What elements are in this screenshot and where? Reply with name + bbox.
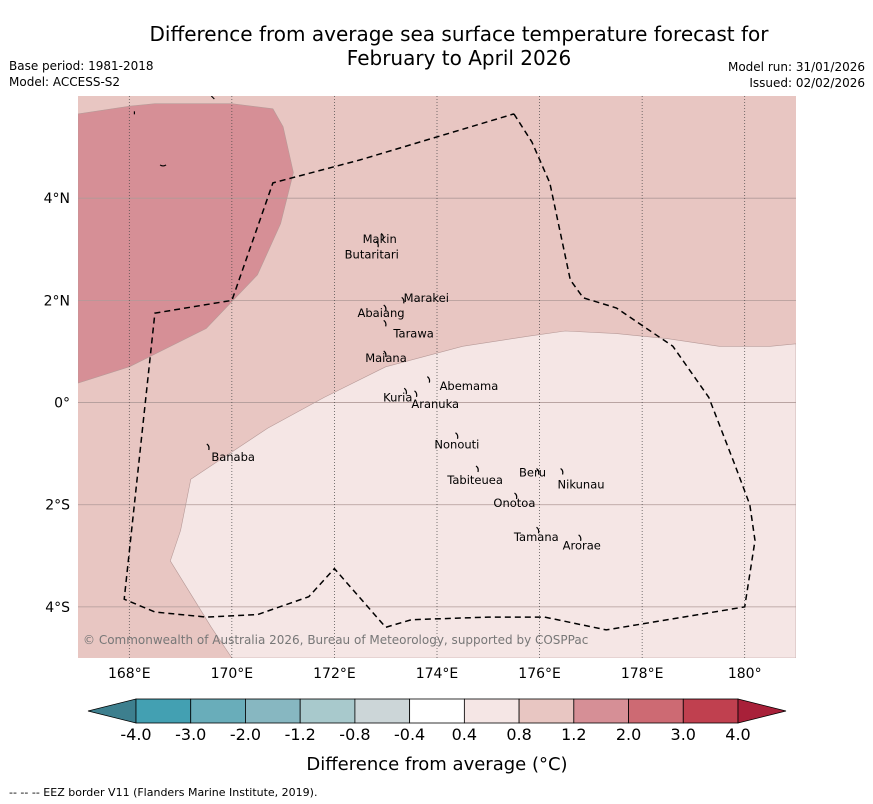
colorbar-bin — [628, 698, 684, 724]
colorbar-bin — [190, 698, 246, 724]
island-label: Abaiang — [358, 306, 405, 320]
island-label: Banaba — [211, 450, 255, 464]
lon-tick-label: 174°E — [416, 666, 459, 682]
island-shape — [536, 526, 540, 534]
colorbar-bin — [245, 698, 301, 724]
lat-tick-label: 2°N — [44, 293, 70, 309]
islet-shape — [210, 96, 215, 100]
island-label: Makin — [363, 232, 397, 246]
island-shape — [514, 492, 518, 500]
lat-tick-label: 4°S — [45, 600, 70, 616]
island-label: Kuria — [383, 390, 412, 404]
colorbar-tick-label: -2.0 — [230, 725, 261, 744]
island-shape — [206, 443, 210, 451]
island-shape — [383, 304, 387, 312]
island-shape — [560, 468, 564, 475]
lon-tick-label: 170°E — [211, 666, 254, 682]
island-label: Onotoa — [493, 496, 535, 510]
island-label: Marakei — [404, 291, 449, 305]
colorbar-bin — [573, 698, 629, 724]
lon-tick-label: 168°E — [108, 666, 151, 682]
base-period: Base period: 1981-2018 — [9, 59, 154, 73]
copyright-text: © Commonwealth of Australia 2026, Bureau… — [83, 633, 588, 647]
colorbar-tick-label: 0.4 — [452, 725, 477, 744]
colorbar-bin — [135, 698, 192, 724]
eez-footnote: -- -- -- EEZ border V11 (Flanders Marine… — [9, 786, 318, 799]
colorbar-tick-label: -0.8 — [339, 725, 370, 744]
colorbar-bin — [299, 698, 356, 724]
island-shape — [536, 468, 540, 475]
colorbar-tick-label: 1.2 — [561, 725, 586, 744]
island-label: Beru — [519, 466, 546, 480]
lon-tick-label: 172°E — [313, 666, 356, 682]
colorbar-tick-label: -3.0 — [175, 725, 206, 744]
lon-tick-label: 178°E — [621, 666, 664, 682]
colorbar-bin — [463, 698, 520, 724]
model-run: Model run: 31/01/2026 — [727, 60, 865, 74]
island-shape — [475, 465, 479, 473]
colorbar-tick-label: 3.0 — [671, 725, 696, 744]
colorbar-tick-label: 4.0 — [725, 725, 750, 744]
island-label: Nonouti — [434, 437, 479, 451]
island-shape — [455, 432, 459, 439]
colorbar-bin — [518, 698, 575, 724]
island-shape — [375, 240, 379, 248]
colorbar-tick-label: 0.8 — [506, 725, 531, 744]
meta-right: Model run: 31/01/2026 Issued: 02/02/2026 — [728, 59, 865, 91]
island-shape — [414, 390, 418, 398]
colorbar-bin — [682, 698, 739, 724]
island-shape — [426, 376, 431, 383]
lon-tick-label: 176°E — [518, 666, 561, 682]
lat-tick-label: 0° — [54, 396, 70, 412]
island-label: Tamana — [513, 530, 559, 544]
island-shape — [383, 319, 387, 327]
island-label: Aranuka — [411, 397, 459, 411]
lon-tick-label: 180° — [728, 666, 762, 682]
island-shape — [380, 233, 384, 240]
colorbar-bin — [409, 698, 465, 724]
model-name: Model: ACCESS-S2 — [9, 75, 121, 89]
colorbar-tick-label: -0.4 — [394, 725, 425, 744]
island-label: Tarawa — [392, 327, 433, 341]
map-axes: 4°N 2°N 0° 2°S 4°S 168°E 170°E 172°E 174°E 176°E 1… — [44, 191, 762, 682]
colorbar: -4.0 -3.0 -2.0 -1.2 -0.8 -0.4 0.4 0.8 1.2 2.0 3.0 4… — [87, 698, 787, 775]
colorbar-tick-label: 2.0 — [616, 725, 641, 744]
island-label: Arorae — [563, 539, 601, 553]
map-title: Difference from average sea surface temp… — [0, 22, 873, 70]
island-label: Butaritari — [345, 247, 399, 261]
islet-shape — [159, 164, 167, 167]
colorbar-tick-label: -1.2 — [285, 725, 316, 744]
island-shape — [578, 534, 582, 542]
island-shape — [403, 387, 408, 395]
lat-tick-label: 2°S — [45, 498, 70, 514]
island-shape — [401, 296, 405, 304]
colorbar-tick-label: -4.0 — [120, 725, 151, 744]
colorbar-over-arrow — [737, 698, 787, 724]
island-label: Nikunau — [558, 477, 605, 491]
issued-date: Issued: 02/02/2026 — [749, 76, 865, 90]
island-shape — [383, 350, 387, 358]
colorbar-title: Difference from average (°C) — [306, 754, 567, 775]
meta-left: Base period: 1981-2018 Model: ACCESS-S2 — [9, 58, 154, 90]
colorbar-under-arrow — [87, 698, 137, 724]
lat-tick-label: 4°N — [44, 191, 70, 207]
colorbar-bin — [354, 698, 411, 724]
title-line-2: February to April 2026 — [346, 46, 572, 70]
island-label: Maiana — [365, 351, 407, 365]
island-label: Tabiteuea — [446, 473, 503, 487]
title-line-1: Difference from average sea surface temp… — [149, 22, 769, 46]
eez-border — [123, 113, 756, 631]
island-label: Abemama — [440, 379, 499, 393]
